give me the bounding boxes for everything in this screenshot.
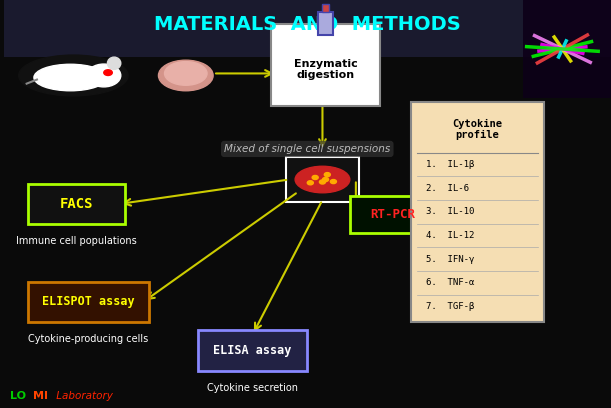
Text: 2.  IL-6: 2. IL-6: [426, 184, 469, 193]
Text: 1.  IL-1β: 1. IL-1β: [426, 160, 474, 169]
Text: LO: LO: [10, 391, 26, 401]
Text: RT-PCR: RT-PCR: [370, 208, 415, 221]
FancyBboxPatch shape: [4, 0, 611, 57]
Circle shape: [307, 181, 313, 185]
Circle shape: [323, 177, 329, 182]
Circle shape: [87, 64, 121, 87]
Circle shape: [312, 175, 318, 180]
FancyBboxPatch shape: [318, 12, 334, 35]
Text: 6.  TNF-α: 6. TNF-α: [426, 278, 474, 287]
Text: Enzymatic
digestion: Enzymatic digestion: [294, 59, 357, 80]
Text: Cytokine secretion: Cytokine secretion: [207, 383, 298, 392]
Circle shape: [324, 173, 331, 177]
Circle shape: [320, 180, 326, 184]
FancyBboxPatch shape: [411, 102, 544, 322]
Text: FACS: FACS: [60, 197, 93, 211]
Ellipse shape: [19, 55, 128, 96]
Circle shape: [331, 180, 337, 184]
Text: Cytokine-producing cells: Cytokine-producing cells: [29, 334, 148, 344]
Ellipse shape: [164, 62, 207, 85]
FancyBboxPatch shape: [28, 184, 125, 224]
FancyBboxPatch shape: [523, 0, 611, 98]
Text: Cytokine
profile: Cytokine profile: [452, 118, 502, 140]
Text: MATERIALS  AND  METHODS: MATERIALS AND METHODS: [154, 15, 461, 34]
Text: 7.  TGF-β: 7. TGF-β: [426, 302, 474, 311]
Ellipse shape: [108, 57, 121, 69]
Text: Immune cell populations: Immune cell populations: [16, 236, 137, 246]
Text: Laboratory: Laboratory: [53, 391, 113, 401]
FancyBboxPatch shape: [28, 282, 149, 322]
FancyBboxPatch shape: [198, 330, 307, 371]
FancyBboxPatch shape: [349, 196, 435, 233]
FancyBboxPatch shape: [271, 24, 380, 106]
Ellipse shape: [34, 64, 107, 91]
Text: MI: MI: [33, 391, 48, 401]
Text: Mixed of single cell suspensions: Mixed of single cell suspensions: [224, 144, 390, 154]
Circle shape: [104, 70, 112, 75]
Ellipse shape: [158, 60, 213, 91]
Text: 4.  IL-12: 4. IL-12: [426, 231, 474, 240]
FancyBboxPatch shape: [286, 157, 359, 202]
Text: ELISA assay: ELISA assay: [213, 344, 292, 357]
FancyBboxPatch shape: [322, 4, 329, 12]
Text: ELISPOT assay: ELISPOT assay: [42, 295, 135, 308]
Text: 5.  IFN-γ: 5. IFN-γ: [426, 255, 474, 264]
Text: 3.  IL-10: 3. IL-10: [426, 207, 474, 216]
Ellipse shape: [295, 166, 349, 193]
